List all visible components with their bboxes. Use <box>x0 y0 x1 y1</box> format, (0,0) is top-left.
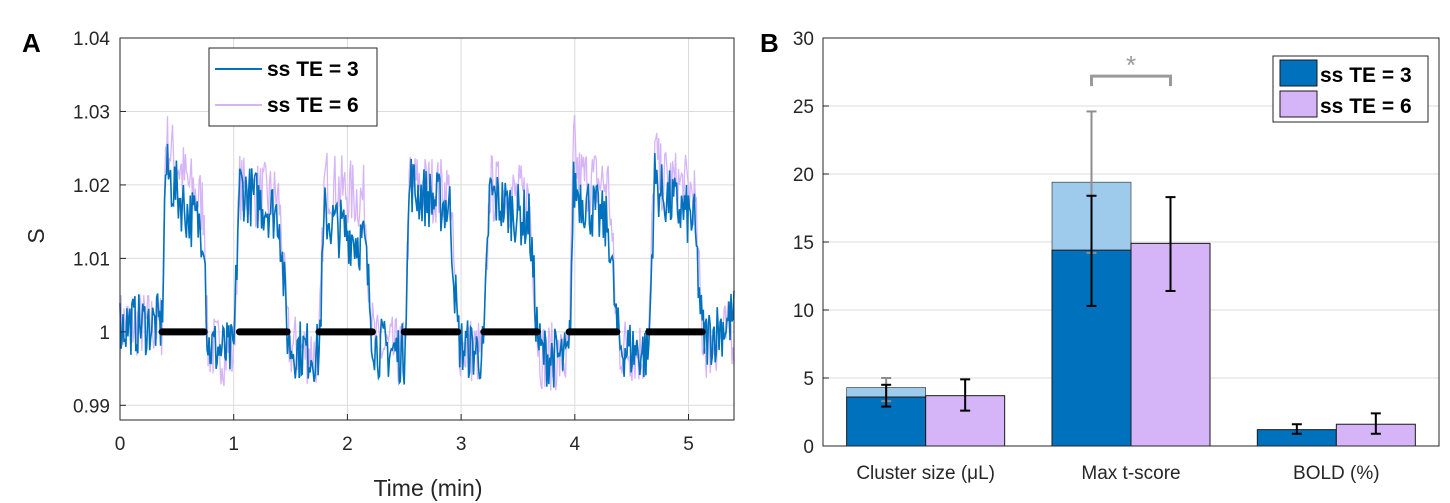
chart-b-ytick-label: 30 <box>793 29 814 50</box>
errbar-te3 <box>881 383 892 408</box>
chart-b-ytick-label: 5 <box>803 369 814 390</box>
chart-a-legend: ss TE = 3 ss TE = 6 <box>208 47 378 127</box>
errbar-te3 <box>1291 423 1302 435</box>
chart-a-axes-box <box>119 37 735 421</box>
errbar-te3 <box>1086 194 1097 307</box>
chart-a-ytick-label: 0.99 <box>73 396 110 417</box>
chart-b-category-label: BOLD (%) <box>1293 463 1380 484</box>
chart-b: Cluster size (μL) Max t-score BOLD (%) * 0 5 1… <box>793 29 1440 484</box>
panel-b-label: B <box>760 28 779 58</box>
chart-a-ytick-label: 1.04 <box>73 29 110 50</box>
errbar-te6 <box>1370 412 1381 435</box>
chart-a-ylabel: S <box>23 228 49 243</box>
chart-b-legend: ss TE = 3 ss TE = 6 <box>1272 55 1429 123</box>
chart-a-xtick-label: 2 <box>342 434 353 455</box>
chart-b-ytick-label: 25 <box>793 97 814 118</box>
significance-star: * <box>1126 50 1136 80</box>
chart-b-ytick-label: 0 <box>803 437 814 458</box>
series-te3-line <box>119 143 735 388</box>
panel-a-label: A <box>22 28 41 58</box>
legend-b-te6-label: ss TE = 6 <box>1320 95 1412 118</box>
chart-a-legend-box <box>208 47 378 127</box>
legend-b-te3-label: ss TE = 3 <box>1320 64 1412 87</box>
errbar-te6 <box>1165 196 1176 292</box>
chart-a-xtick-label: 3 <box>456 434 467 455</box>
chart-a-ytick-label: 1.02 <box>73 176 110 197</box>
chart-b-category-label: Cluster size (μL) <box>856 463 995 484</box>
chart-b-ytick-label: 10 <box>793 301 814 322</box>
legend-te3-label: ss TE = 3 <box>267 58 359 81</box>
chart-a-ytick-label: 1 <box>99 323 110 344</box>
legend-te6-label: ss TE = 6 <box>267 94 359 117</box>
chart-a-xtick-label: 4 <box>570 434 581 455</box>
significance-bracket <box>1090 74 1172 87</box>
chart-b-ytick-label: 20 <box>793 165 814 186</box>
chart-a-xtick-label: 1 <box>228 434 239 455</box>
legend-b-te6-swatch <box>1279 90 1318 118</box>
chart-a-xtick-label: 5 <box>683 434 694 455</box>
chart-a-ytick-label: 1.01 <box>73 249 110 270</box>
chart-a-ytick-label: 1.03 <box>73 102 110 123</box>
chart-b-category-label: Max t-score <box>1081 463 1180 484</box>
chart-a-xlabel: Time (min) <box>373 475 482 501</box>
chart-a-xtick-label: 0 <box>115 434 126 455</box>
legend-b-te3-swatch <box>1279 59 1318 87</box>
chart-b-ytick-label: 15 <box>793 233 814 254</box>
errbar-te6 <box>960 378 971 412</box>
